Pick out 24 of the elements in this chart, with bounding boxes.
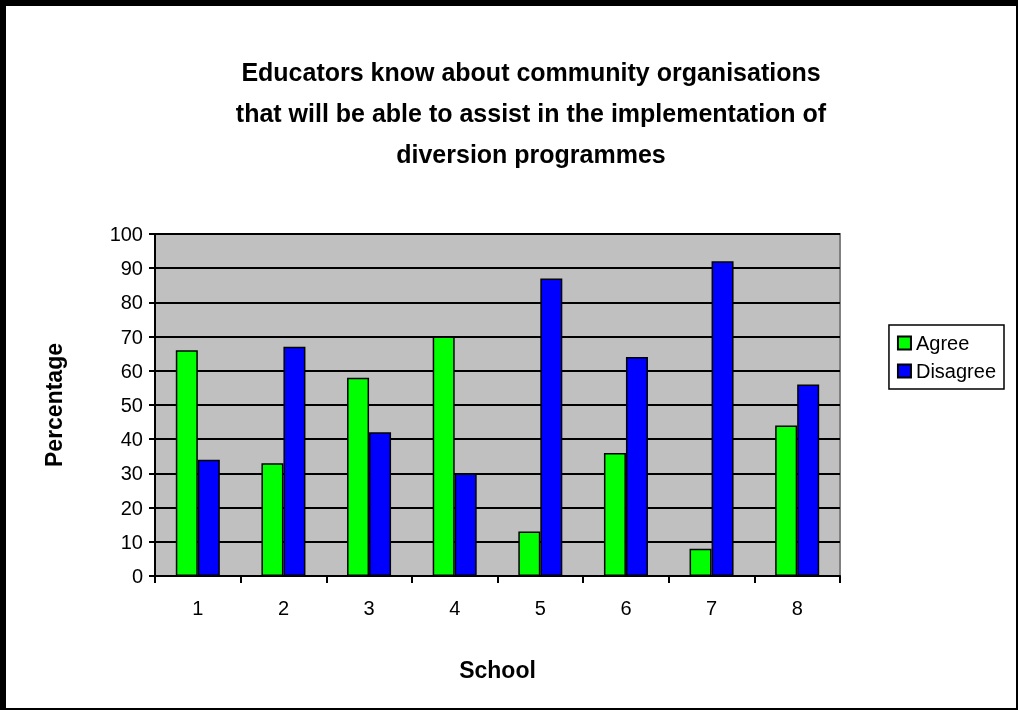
x-axis-title: School bbox=[459, 656, 536, 683]
x-tick-label: 6 bbox=[620, 597, 632, 619]
y-tick-label: 50 bbox=[120, 394, 143, 416]
y-tick-label: 60 bbox=[120, 359, 143, 382]
x-tick-label: 7 bbox=[706, 597, 718, 619]
x-tick-label: 1 bbox=[192, 597, 204, 619]
x-tick-label: 5 bbox=[534, 597, 546, 619]
y-tick-label: 80 bbox=[120, 291, 143, 314]
chart-title: Educators know about community organisations that will be able to assist in the implementation of diversion programmes bbox=[235, 57, 827, 168]
y-axis-title: Percentage bbox=[40, 342, 67, 468]
y-tick-label: 40 bbox=[120, 428, 143, 451]
x-tick-label: 3 bbox=[363, 597, 375, 619]
x-tick-label: 8 bbox=[791, 597, 803, 619]
y-tick-label: 90 bbox=[120, 257, 143, 280]
y-tick-label: 20 bbox=[120, 496, 143, 519]
y-tick-label: 0 bbox=[131, 565, 143, 587]
x-tick-label: 4 bbox=[449, 597, 461, 619]
y-tick-label: 100 bbox=[109, 223, 143, 245]
legend-label: Disagree bbox=[915, 360, 997, 382]
y-tick-label: 10 bbox=[120, 530, 143, 553]
y-tick-label: 30 bbox=[120, 462, 143, 485]
x-tick-label: 2 bbox=[277, 597, 289, 619]
legend-label: Agree bbox=[915, 332, 970, 354]
y-tick-label: 70 bbox=[120, 325, 143, 348]
